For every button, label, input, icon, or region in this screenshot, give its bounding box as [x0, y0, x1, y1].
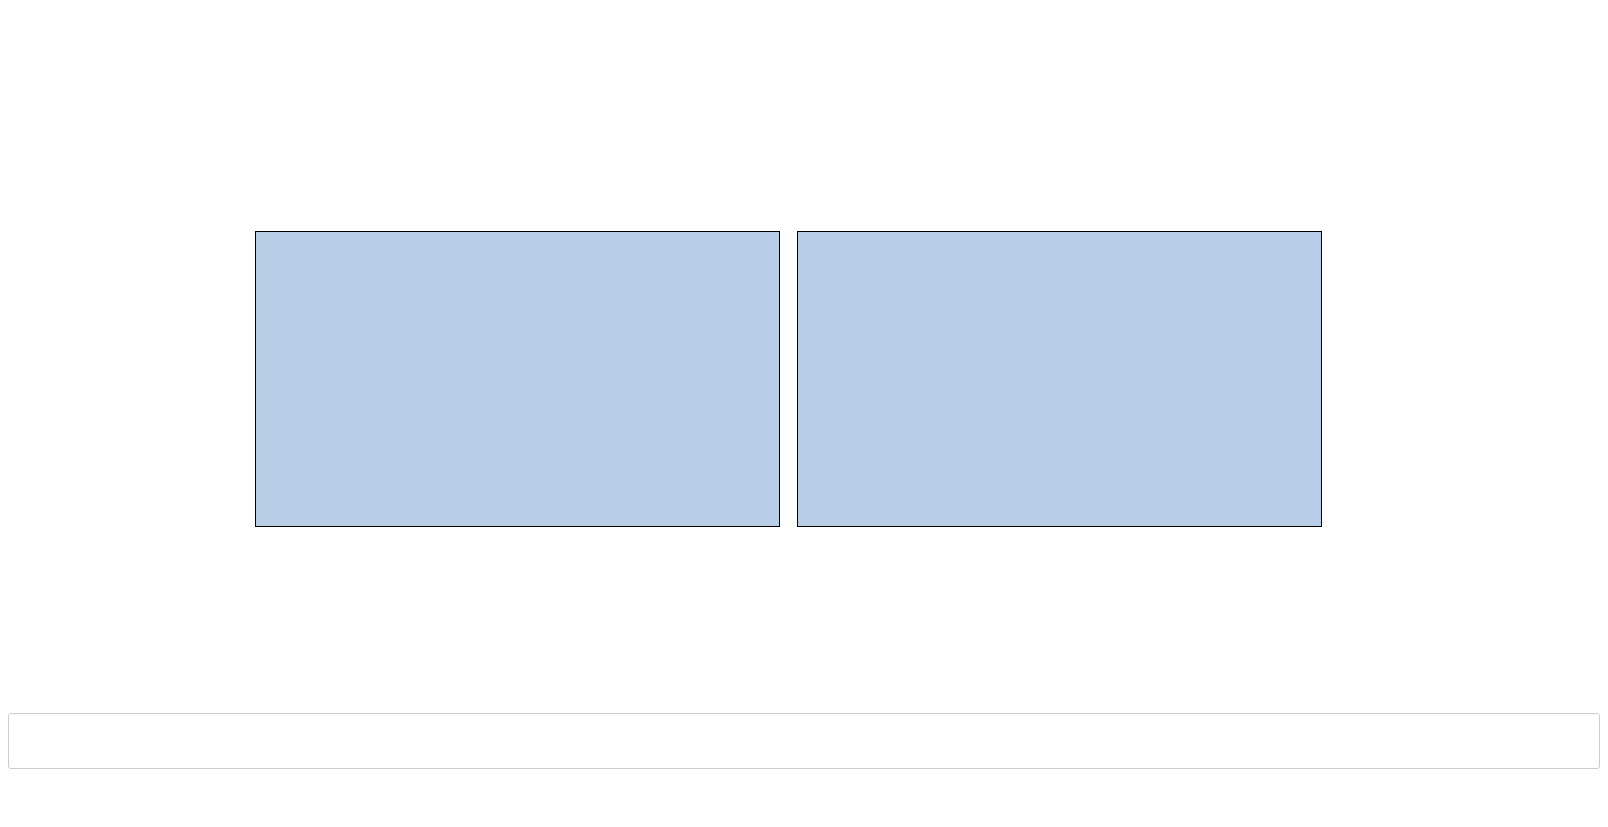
cmems-salinity-map[interactable]	[797, 231, 1322, 527]
colorbar-tick-labels	[255, 605, 1322, 631]
salinity-colorbar[interactable]	[255, 578, 1322, 608]
rtofs-salinity-map[interactable]	[255, 231, 780, 527]
legend-row	[9, 740, 1599, 764]
legend-row	[9, 717, 1599, 741]
glider-legend	[8, 713, 1600, 769]
